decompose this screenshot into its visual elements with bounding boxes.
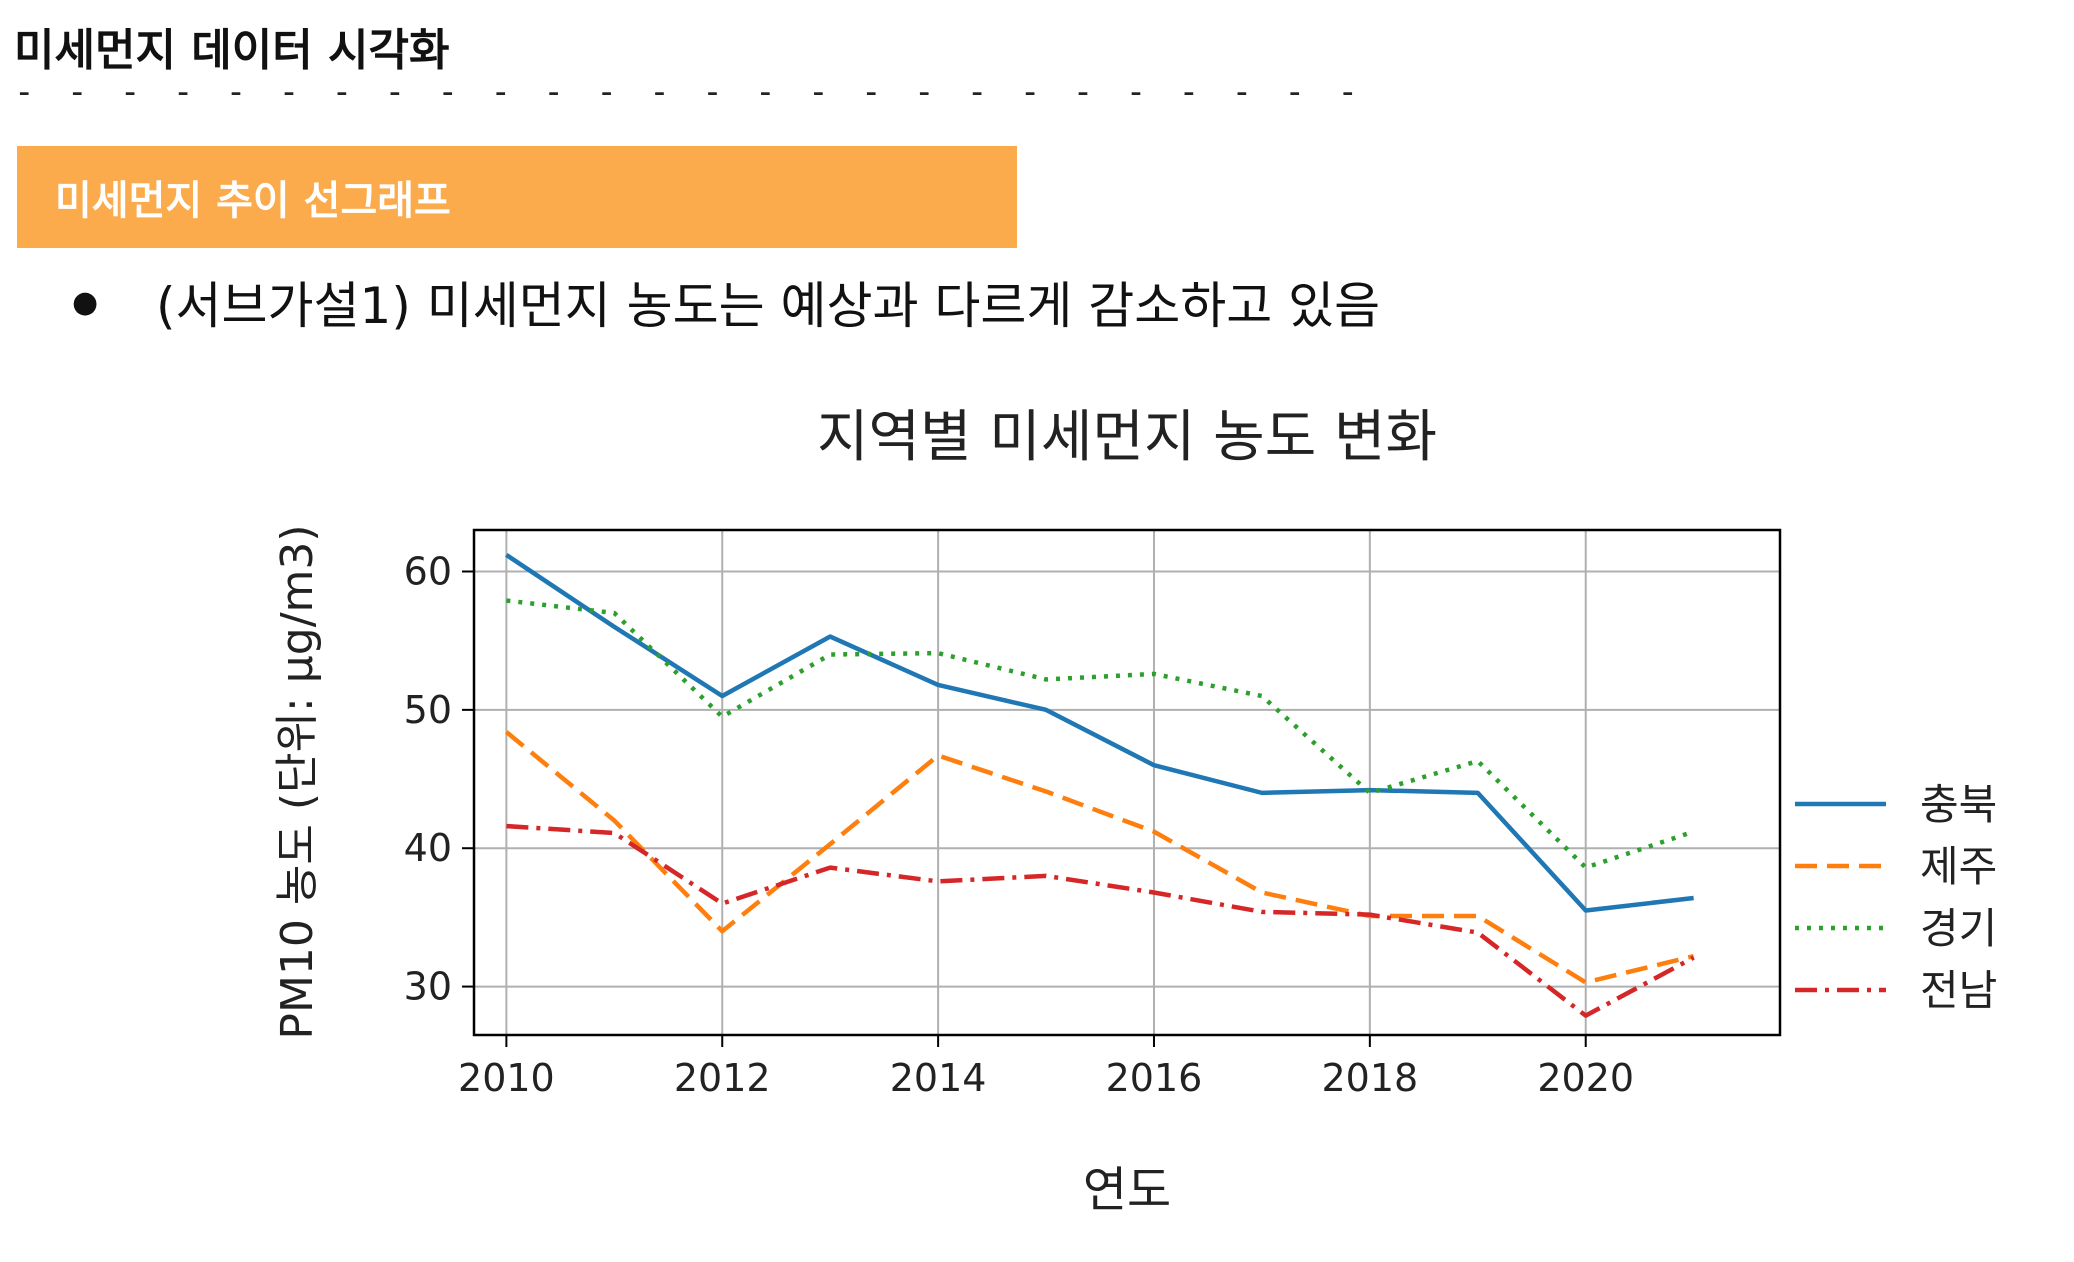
bullet-text: (서브가설1) 미세먼지 농도는 예상과 다르게 감소하고 있음 <box>156 277 1381 335</box>
plot-frame <box>472 528 1782 1037</box>
hypothesis-bullet: ● (서브가설1) 미세먼지 농도는 예상과 다르게 감소하고 있음 <box>72 266 1380 338</box>
section-label: 미세먼지 추이 선그래프 <box>55 178 451 224</box>
series-line-3 <box>506 823 1695 1018</box>
x-tick-label: 2012 <box>674 1056 771 1100</box>
y-tick-label: 30 <box>404 965 452 1009</box>
x-tick-label: 2010 <box>458 1056 555 1100</box>
axis-ticks: 2010 2012 2014 2016 2018 2020 30 40 50 60 <box>404 550 1634 1100</box>
section-banner: 미세먼지 추이 선그래프 <box>17 146 1017 248</box>
legend-label: 전남 <box>1920 966 1997 1015</box>
series-line-0 <box>505 553 1694 913</box>
title-divider: - - - - - - - - - - - - - - - - - - - - … <box>14 72 1364 112</box>
x-tick-label: 2020 <box>1537 1056 1634 1100</box>
y-tick-label: 60 <box>404 550 452 594</box>
series-line-2 <box>506 598 1695 870</box>
legend-label: 제주 <box>1920 842 1997 891</box>
grid-lines <box>474 530 1780 1035</box>
x-tick-label: 2016 <box>1106 1056 1203 1100</box>
page-title: 미세먼지 데이터 시각화 <box>14 25 450 76</box>
y-tick-label: 40 <box>404 826 452 870</box>
bullet-dot-icon: ● <box>72 284 99 320</box>
chart-title: 지역별 미세먼지 농도 변화 <box>817 405 1437 470</box>
legend-label: 경기 <box>1920 904 1997 953</box>
series-line-1 <box>504 730 1695 985</box>
x-axis-label: 연도 <box>1083 1162 1171 1218</box>
series-lines <box>504 553 1695 1018</box>
y-axis-label: PM10 농도 (단위: μg/m3) <box>272 524 323 1039</box>
y-tick-label: 50 <box>404 688 452 732</box>
legend-label: 충북 <box>1920 780 1997 829</box>
x-tick-label: 2018 <box>1321 1056 1418 1100</box>
x-tick-label: 2014 <box>890 1056 987 1100</box>
